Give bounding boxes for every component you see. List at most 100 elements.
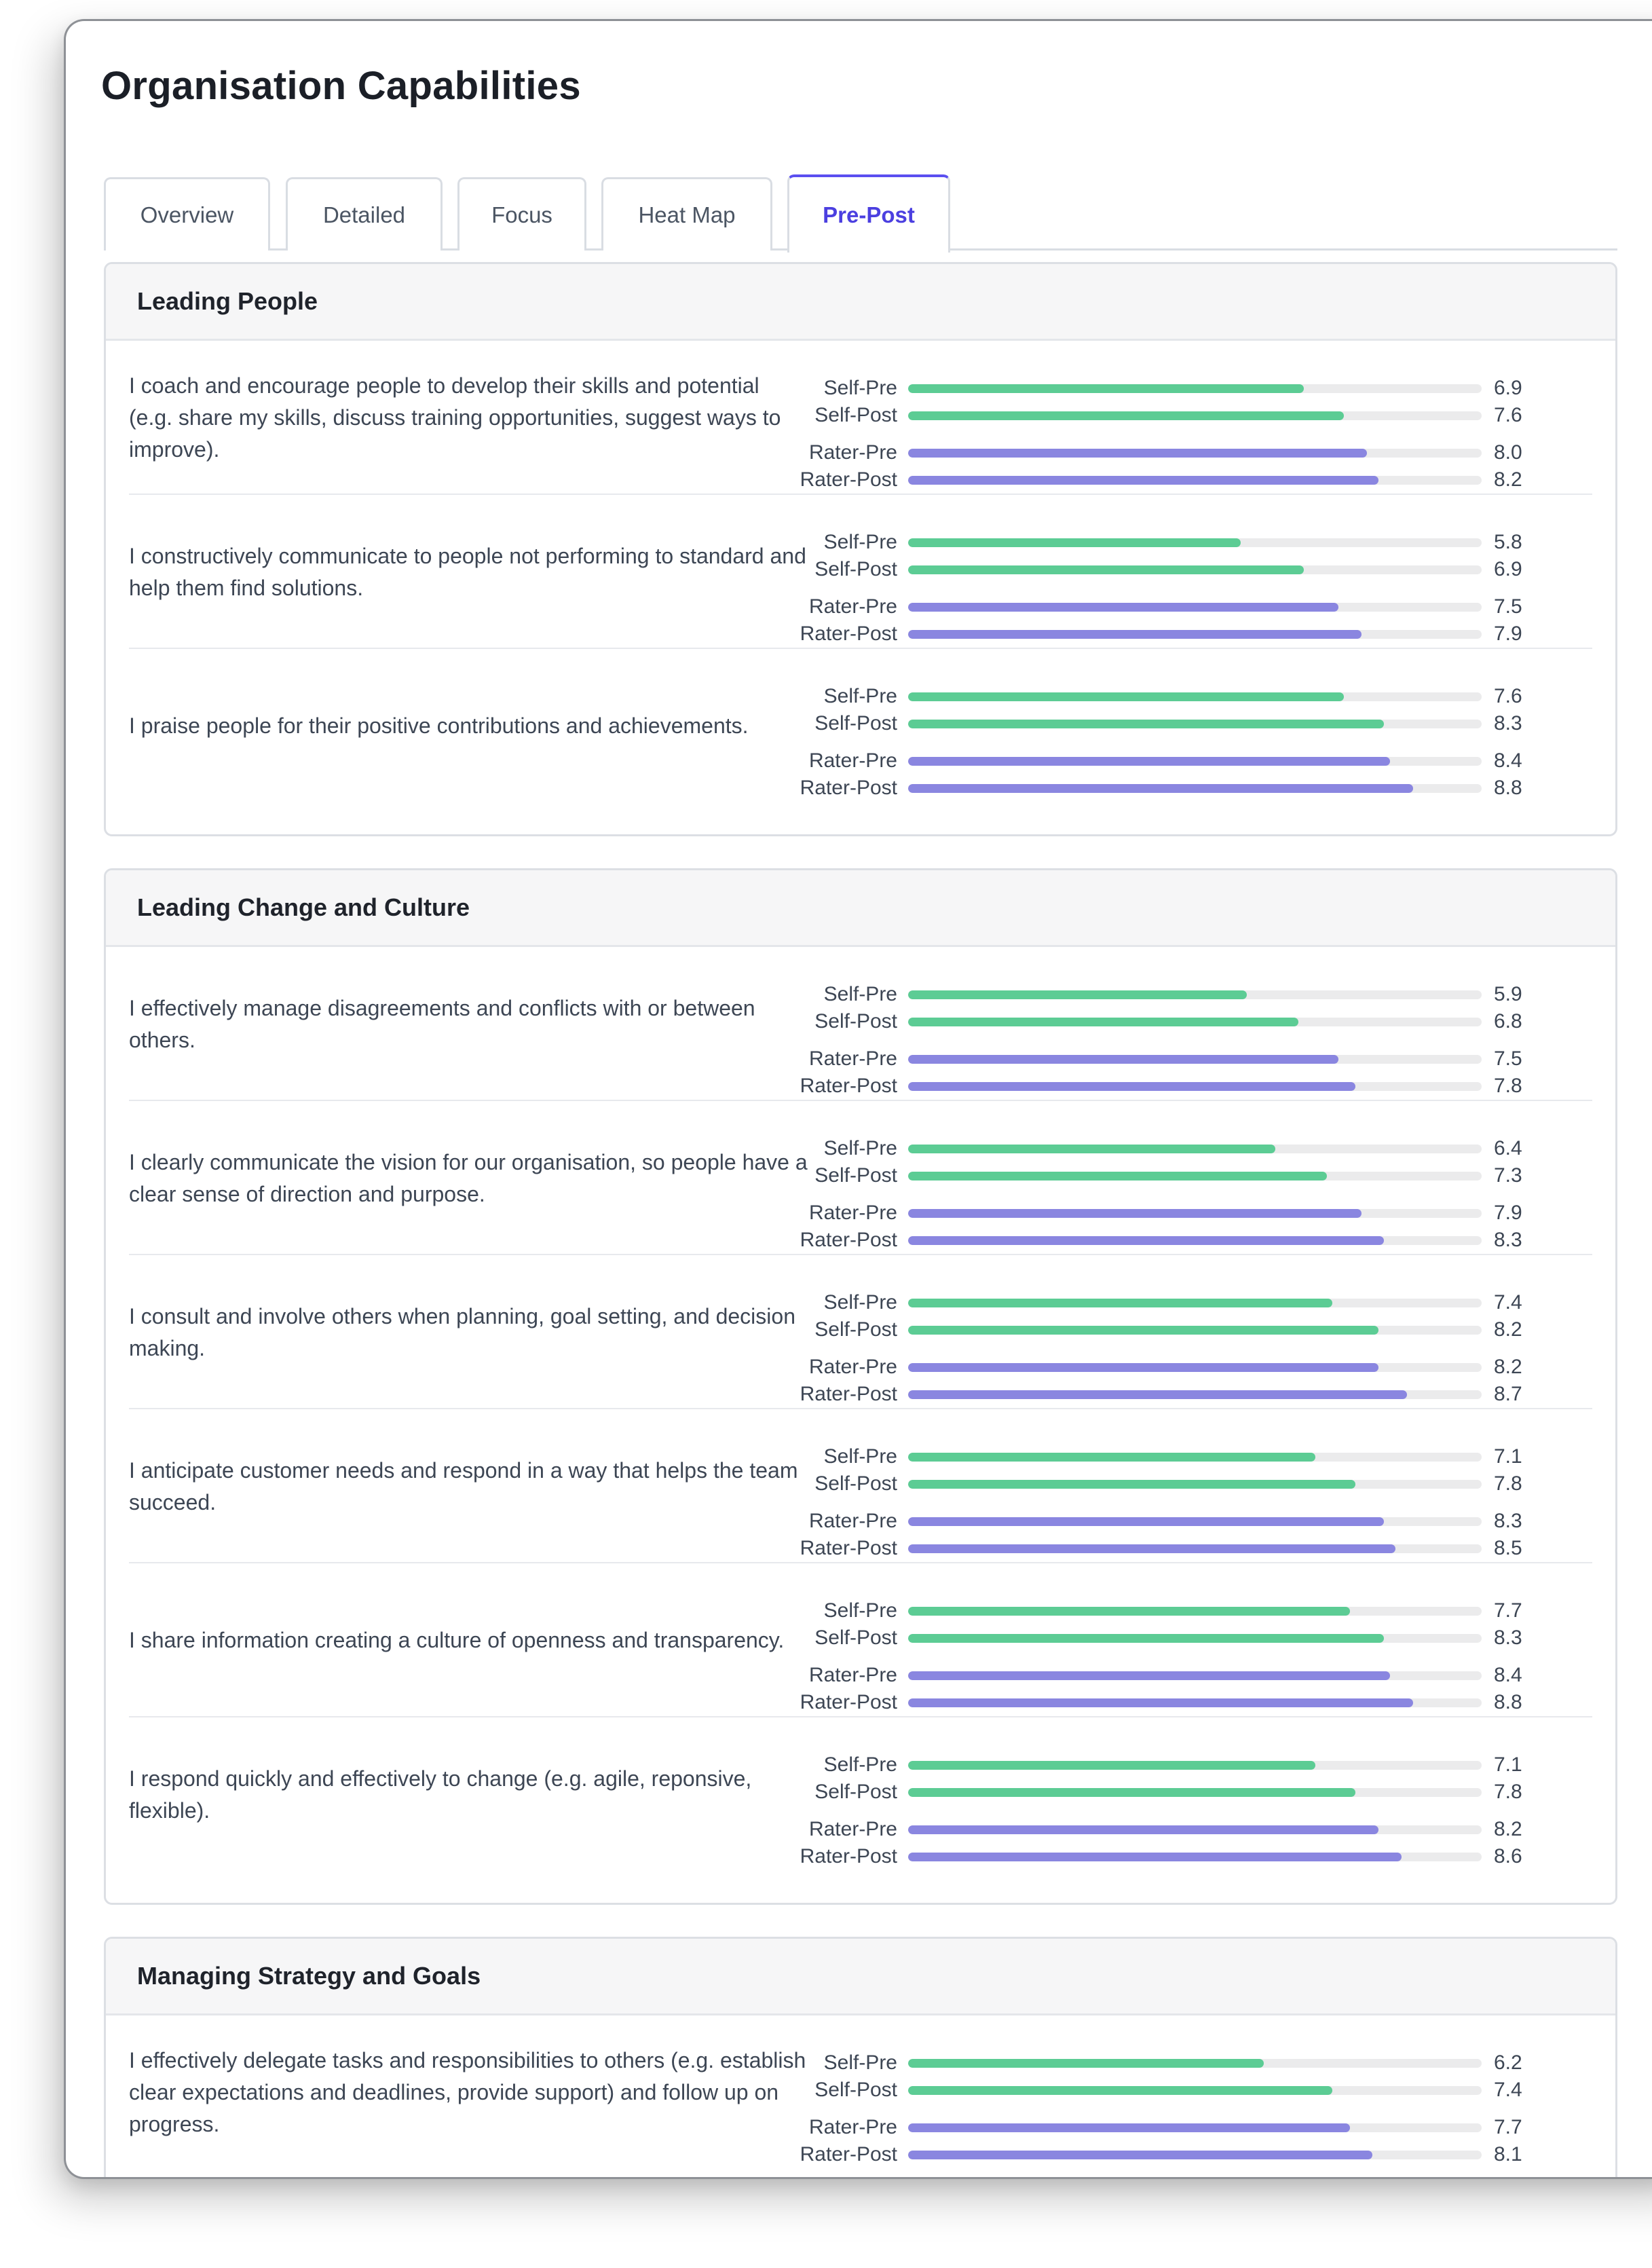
bar-label: Rater-Post: [800, 1383, 897, 1405]
bar-value: 8.2: [1494, 1318, 1522, 1341]
bar-fill-self-post: [908, 720, 1385, 728]
bar-row-self-post: Self-Post 6.8: [808, 1009, 1568, 1035]
question-row: I clearly communicate the vision for our…: [106, 1101, 1615, 1255]
bar-value: 8.6: [1494, 1845, 1522, 1867]
bar-row-rater-post: Rater-Post 8.1: [800, 2142, 1568, 2168]
bar-track: [908, 565, 1482, 574]
bar-row-self-pre: Self-Pre 7.1: [808, 1444, 1568, 1470]
bar-label: Self-Pre: [823, 1137, 897, 1159]
bar-row-rater-post: Rater-Post 8.5: [800, 1536, 1568, 1561]
bar-value: 8.2: [1494, 1818, 1522, 1840]
bar-row-rater-pre: Rater-Pre 8.0: [808, 440, 1568, 466]
bar-track: [908, 1853, 1482, 1861]
bar-track: [908, 1788, 1482, 1797]
question-text-wrap: I coach and encourage people to develop …: [129, 341, 808, 495]
bar-label: Self-Post: [814, 1318, 897, 1341]
question-text: I effectively delegate tasks and respons…: [129, 2048, 806, 2136]
question-text-wrap: I clearly communicate the vision for our…: [129, 1101, 808, 1255]
bar-fill-self-post: [908, 1634, 1385, 1643]
bar-row-rater-pre: Rater-Pre 7.5: [808, 594, 1568, 620]
question-text: I effectively manage disagreements and c…: [129, 995, 755, 1052]
bar-value: 6.9: [1494, 377, 1522, 399]
bar-label: Self-Post: [814, 1010, 897, 1033]
bar-row-rater-pre: Rater-Pre 8.2: [808, 1354, 1568, 1380]
bar-label: Rater-Post: [800, 1537, 897, 1559]
bar-fill-rater-pre: [908, 1055, 1338, 1064]
bar-track: [908, 384, 1482, 393]
bar-label: Self-Pre: [823, 685, 897, 707]
bar-value: 7.1: [1494, 1753, 1522, 1776]
bar-label: Rater-Pre: [808, 2116, 897, 2138]
score-bars: Self-Pre 5.8 Self-Post 6.9 Rater-Pre 7.5 Rater…: [800, 495, 1568, 649]
question-text-wrap: I praise people for their positive contr…: [129, 649, 808, 803]
score-bars: Self-Pre 7.6 Self-Post 8.3 Rater-Pre 8.4 Rater…: [800, 649, 1568, 803]
score-bars: Self-Pre 6.2 Self-Post 7.4 Rater-Pre 7.7 Rater…: [800, 2015, 1568, 2170]
bar-row-rater-pre: Rater-Pre 7.5: [808, 1046, 1568, 1072]
bar-label: Self-Pre: [823, 531, 897, 553]
row-divider: [129, 1254, 1592, 1255]
tab-pre-post[interactable]: Pre-Post: [787, 174, 950, 253]
bar-fill-rater-pre: [908, 2123, 1350, 2132]
bar-fill-self-pre: [908, 1299, 1333, 1307]
bar-value: 7.9: [1494, 622, 1522, 645]
bar-row-self-pre: Self-Pre 7.1: [808, 1752, 1568, 1778]
tab-detailed[interactable]: Detailed: [286, 177, 443, 250]
tab-focus[interactable]: Focus: [457, 177, 586, 250]
bar-row-rater-post: Rater-Post 8.8: [800, 1690, 1568, 1715]
bar-label: Rater-Post: [800, 468, 897, 491]
bar-value: 8.1: [1494, 2143, 1522, 2165]
item-list: I coach and encourage people to develop …: [106, 341, 1615, 803]
bar-track: [908, 1018, 1482, 1026]
bar-fill-self-post: [908, 1480, 1356, 1489]
question-row: I respond quickly and effectively to cha…: [106, 1717, 1615, 1872]
bar-label: Rater-Post: [800, 1229, 897, 1251]
bar-fill-rater-post: [908, 1698, 1413, 1707]
question-text-wrap: I anticipate customer needs and respond …: [129, 1409, 808, 1563]
question-text-wrap: I share information creating a culture o…: [129, 1563, 808, 1717]
question-text-wrap: I constructively communicate to people n…: [129, 495, 808, 649]
bar-fill-rater-pre: [908, 1825, 1378, 1834]
bar-value: 8.0: [1494, 441, 1522, 464]
tab-overview[interactable]: Overview: [104, 177, 270, 250]
bar-label: Self-Pre: [823, 983, 897, 1005]
bar-fill-rater-pre: [908, 603, 1338, 612]
bar-track: [908, 1326, 1482, 1335]
bar-value: 7.5: [1494, 1047, 1522, 1070]
bar-value: 8.3: [1494, 1510, 1522, 1532]
bar-row-rater-post: Rater-Post 8.7: [800, 1381, 1568, 1407]
bar-fill-rater-post: [908, 2151, 1373, 2159]
bar-fill-self-post: [908, 565, 1304, 574]
bar-fill-rater-pre: [908, 757, 1390, 766]
tab-heat-map[interactable]: Heat Map: [601, 177, 772, 250]
score-bars: Self-Pre 7.4 Self-Post 8.2 Rater-Pre 8.2 Rater…: [800, 1255, 1568, 1409]
bar-value: 6.2: [1494, 2051, 1522, 2074]
bar-track: [908, 784, 1482, 793]
bar-row-self-pre: Self-Pre 7.4: [808, 1290, 1568, 1316]
bar-fill-rater-post: [908, 476, 1378, 485]
section-title: Leading Change and Culture: [106, 870, 1615, 947]
bar-fill-rater-pre: [908, 1209, 1362, 1218]
app-window: Organisation Capabilities Overview Detai…: [64, 19, 1652, 2179]
bar-fill-rater-post: [908, 1390, 1408, 1399]
question-text-wrap: I consult and involve others when planni…: [129, 1255, 808, 1409]
bar-row-rater-post: Rater-Post 8.3: [800, 1227, 1568, 1253]
bar-label: Rater-Pre: [808, 441, 897, 464]
bar-fill-rater-pre: [908, 449, 1367, 458]
score-bars: Self-Pre 7.1 Self-Post 7.8 Rater-Pre 8.2 Rater…: [800, 1717, 1568, 1872]
bar-value: 7.7: [1494, 2116, 1522, 2138]
bar-row-rater-post: Rater-Post 8.6: [800, 1844, 1568, 1870]
bar-value: 7.6: [1494, 404, 1522, 426]
question-row: I share information creating a culture o…: [106, 1563, 1615, 1717]
bar-track: [908, 692, 1482, 701]
bar-row-rater-pre: Rater-Pre 7.7: [808, 2115, 1568, 2140]
bar-row-self-post: Self-Post 7.8: [808, 1779, 1568, 1805]
bar-label: Self-Pre: [823, 1753, 897, 1776]
bar-row-self-pre: Self-Pre 7.7: [808, 1598, 1568, 1624]
bar-row-self-post: Self-Post 8.3: [808, 711, 1568, 737]
bar-fill-rater-pre: [908, 1671, 1390, 1680]
section-card-leading-change-and-culture: Leading Change and Culture I effectively…: [104, 868, 1617, 1905]
bar-fill-self-post: [908, 2086, 1333, 2095]
bar-value: 8.5: [1494, 1537, 1522, 1559]
bar-track: [908, 603, 1482, 612]
bar-label: Self-Post: [814, 2079, 897, 2101]
